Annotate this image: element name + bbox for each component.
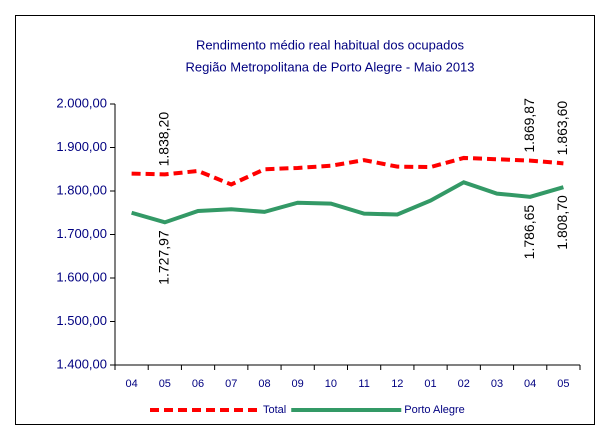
series-line: [131, 180, 564, 225]
x-tick-label: 05: [557, 378, 569, 390]
x-tick-label: 10: [325, 378, 337, 390]
x-tick-label: 03: [491, 378, 503, 390]
chart-border: [15, 15, 595, 425]
series-line: [131, 155, 564, 187]
y-tick-label: 1.700,00: [56, 226, 107, 241]
y-tick-label: 1.800,00: [56, 182, 107, 197]
x-tick-label: 05: [159, 378, 171, 390]
x-tick-label: 04: [125, 378, 137, 390]
chart-title: Rendimento médio real habitual dos ocupa…: [196, 37, 465, 52]
y-tick-label: 1.400,00: [56, 356, 107, 371]
x-tick-label: 09: [292, 378, 304, 390]
y-tick-label: 1.900,00: [56, 139, 107, 154]
x-tick-label: 02: [458, 378, 470, 390]
x-tick-label: 12: [391, 378, 403, 390]
legend-label: Porto Alegre: [404, 404, 465, 416]
data-label: 1.838,20: [156, 112, 172, 167]
data-label: 1.863,60: [554, 101, 570, 156]
data-label: 1.869,87: [521, 98, 537, 153]
legend-label: Total: [263, 404, 286, 416]
x-tick-label: 08: [258, 378, 270, 390]
y-tick-label: 1.500,00: [56, 313, 107, 328]
x-tick-label: 07: [225, 378, 237, 390]
x-tick-label: 04: [524, 378, 536, 390]
y-tick-label: 2.000,00: [56, 95, 107, 110]
x-tick-label: 06: [192, 378, 204, 390]
data-label: 1.786,65: [521, 205, 537, 260]
x-tick-label: 01: [424, 378, 436, 390]
data-label: 1.808,70: [554, 195, 570, 250]
x-tick-label: 11: [358, 378, 369, 390]
chart-subtitle: Região Metropolitana de Porto Alegre - M…: [185, 59, 474, 74]
y-tick-label: 1.600,00: [56, 269, 107, 284]
data-label: 1.727,97: [156, 230, 172, 285]
